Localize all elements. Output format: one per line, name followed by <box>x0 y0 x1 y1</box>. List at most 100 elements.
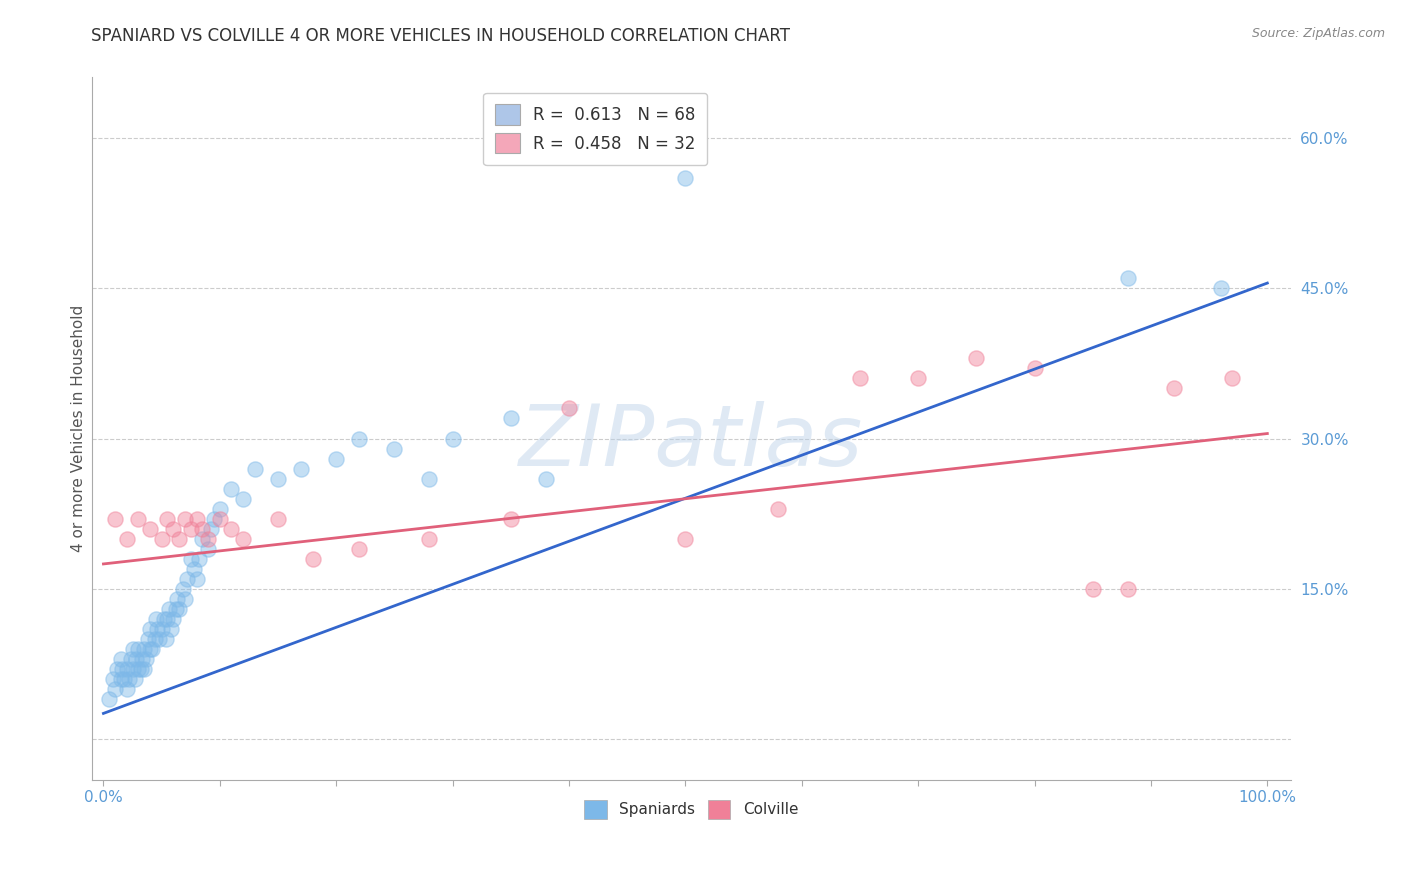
Point <box>148 632 170 647</box>
Point <box>1081 582 1104 596</box>
Point <box>349 432 371 446</box>
Point <box>325 451 347 466</box>
Point <box>124 673 146 687</box>
Point <box>673 170 696 185</box>
Point <box>118 673 141 687</box>
Point <box>499 411 522 425</box>
Point <box>186 512 208 526</box>
Point <box>104 682 127 697</box>
Point <box>1024 361 1046 376</box>
Point <box>1116 271 1139 285</box>
Y-axis label: 4 or more Vehicles in Household: 4 or more Vehicles in Household <box>72 305 86 552</box>
Point <box>143 632 166 647</box>
Point <box>166 592 188 607</box>
Point <box>146 622 169 636</box>
Point <box>186 572 208 586</box>
Point <box>197 532 219 546</box>
Point <box>111 662 134 676</box>
Point <box>534 472 557 486</box>
Point <box>115 532 138 546</box>
Point <box>139 622 162 636</box>
Point <box>1116 582 1139 596</box>
Point <box>156 512 179 526</box>
Point <box>135 652 157 666</box>
Point <box>107 662 129 676</box>
Point <box>104 512 127 526</box>
Point <box>139 642 162 657</box>
Point <box>121 662 143 676</box>
Point <box>150 622 173 636</box>
Point <box>129 662 152 676</box>
Point <box>155 632 177 647</box>
Point <box>1222 371 1244 385</box>
Point <box>180 522 202 536</box>
Point <box>673 532 696 546</box>
Point <box>153 612 176 626</box>
Point <box>162 612 184 626</box>
Point <box>139 522 162 536</box>
Point <box>418 532 440 546</box>
Point <box>160 622 183 636</box>
Point <box>162 522 184 536</box>
Point <box>208 501 231 516</box>
Point <box>165 602 187 616</box>
Point <box>232 491 254 506</box>
Point <box>290 461 312 475</box>
Text: SPANIARD VS COLVILLE 4 OR MORE VEHICLES IN HOUSEHOLD CORRELATION CHART: SPANIARD VS COLVILLE 4 OR MORE VEHICLES … <box>91 27 790 45</box>
Point <box>134 642 156 657</box>
Point <box>150 532 173 546</box>
Point <box>302 552 325 566</box>
Point <box>98 692 121 706</box>
Point <box>167 532 190 546</box>
Point <box>1163 381 1185 395</box>
Point <box>558 401 581 416</box>
Point <box>120 652 142 666</box>
Point <box>907 371 929 385</box>
Point <box>156 612 179 626</box>
Point <box>221 522 243 536</box>
Point <box>127 662 149 676</box>
Point <box>134 662 156 676</box>
Point <box>183 562 205 576</box>
Point <box>125 652 148 666</box>
Point <box>167 602 190 616</box>
Point <box>849 371 872 385</box>
Point <box>101 673 124 687</box>
Point <box>141 642 163 657</box>
Point <box>1209 281 1232 295</box>
Point <box>157 602 180 616</box>
Text: ZIPatlas: ZIPatlas <box>519 401 863 484</box>
Point <box>208 512 231 526</box>
Point <box>172 582 194 596</box>
Point <box>112 673 135 687</box>
Point <box>499 512 522 526</box>
Point <box>136 632 159 647</box>
Point <box>349 541 371 556</box>
Point <box>127 642 149 657</box>
Point <box>187 552 209 566</box>
Point <box>221 482 243 496</box>
Point <box>267 512 290 526</box>
Point <box>441 432 464 446</box>
Point <box>191 532 214 546</box>
Point <box>232 532 254 546</box>
Point <box>197 541 219 556</box>
Point <box>191 522 214 536</box>
Point <box>768 501 790 516</box>
Point <box>965 351 987 366</box>
Legend: Spaniards, Colville: Spaniards, Colville <box>578 794 804 824</box>
Text: Source: ZipAtlas.com: Source: ZipAtlas.com <box>1251 27 1385 40</box>
Point <box>110 652 132 666</box>
Point <box>131 652 153 666</box>
Point <box>200 522 222 536</box>
Point <box>243 461 266 475</box>
Point <box>174 512 197 526</box>
Point <box>418 472 440 486</box>
Point <box>384 442 406 456</box>
Point <box>174 592 197 607</box>
Point <box>145 612 167 626</box>
Point <box>121 642 143 657</box>
Point <box>202 512 225 526</box>
Point <box>267 472 290 486</box>
Point <box>127 512 149 526</box>
